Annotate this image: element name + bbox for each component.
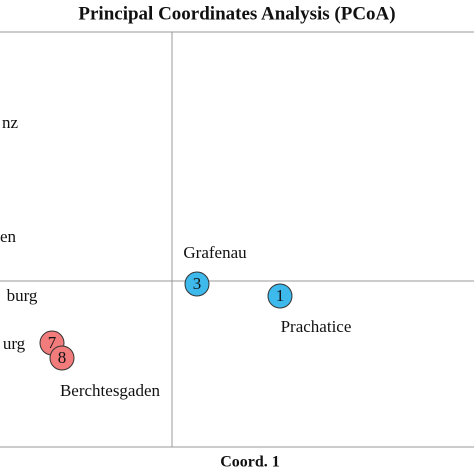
point-label: Grafenau (183, 243, 247, 262)
chart-title: Principal Coordinates Analysis (PCoA) (78, 3, 395, 24)
x-axis-label: Coord. 1 (220, 454, 280, 471)
point (267, 283, 293, 309)
cut-off-label: burg (7, 286, 38, 305)
cut-off-label: en (0, 227, 17, 246)
point-id: 8 (58, 348, 67, 367)
cut-off-label: urg (3, 334, 26, 353)
point-id: 3 (193, 274, 202, 293)
point-label: Prachatice (281, 317, 352, 336)
cut-off-label: nz (2, 113, 19, 132)
point (184, 271, 210, 297)
point-label: Berchtesgaden (60, 381, 161, 400)
point-id: 7 (48, 333, 57, 352)
point-id: 1 (276, 286, 285, 305)
point (49, 345, 75, 371)
